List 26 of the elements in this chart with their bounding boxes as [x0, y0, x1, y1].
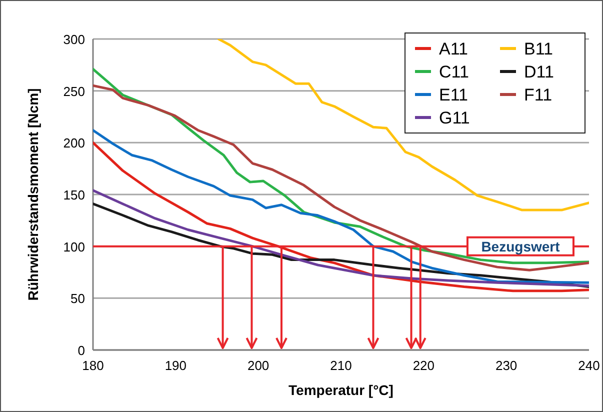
y-tick-label: 150 — [63, 188, 85, 202]
legend-label: D11 — [524, 62, 554, 82]
x-tick-label: 220 — [412, 358, 435, 373]
x-tick-label: 210 — [330, 358, 352, 373]
x-tick-label: 230 — [495, 358, 518, 373]
y-tick-label: 0 — [78, 343, 85, 358]
ref-line-label: Bezugswert — [481, 238, 560, 254]
y-tick-label: 200 — [63, 136, 85, 151]
y-axis-title: Rührwiderstandsmoment [Ncm] — [25, 88, 41, 301]
line-series — [217, 39, 589, 212]
x-tick-label: 200 — [247, 358, 270, 373]
y-tick-label: 300 — [63, 32, 85, 47]
x-axis-title: Temperatur [°C] — [288, 382, 394, 398]
x-tick-label: 190 — [164, 358, 187, 373]
legend-label: F11 — [524, 86, 552, 104]
x-tick-label: 180 — [82, 358, 104, 373]
legend-label: A11 — [439, 40, 468, 58]
line-series — [93, 189, 589, 287]
legend-label: B11 — [524, 40, 553, 58]
y-tick-label: 100 — [63, 239, 85, 254]
y-tick-label: 50 — [70, 291, 85, 306]
legend-label: E11 — [439, 86, 468, 104]
legend-label: G11 — [439, 108, 470, 128]
legend-label: C11 — [439, 62, 469, 82]
x-tick-label: 240 — [578, 358, 600, 373]
y-tick-label: 250 — [63, 84, 85, 99]
